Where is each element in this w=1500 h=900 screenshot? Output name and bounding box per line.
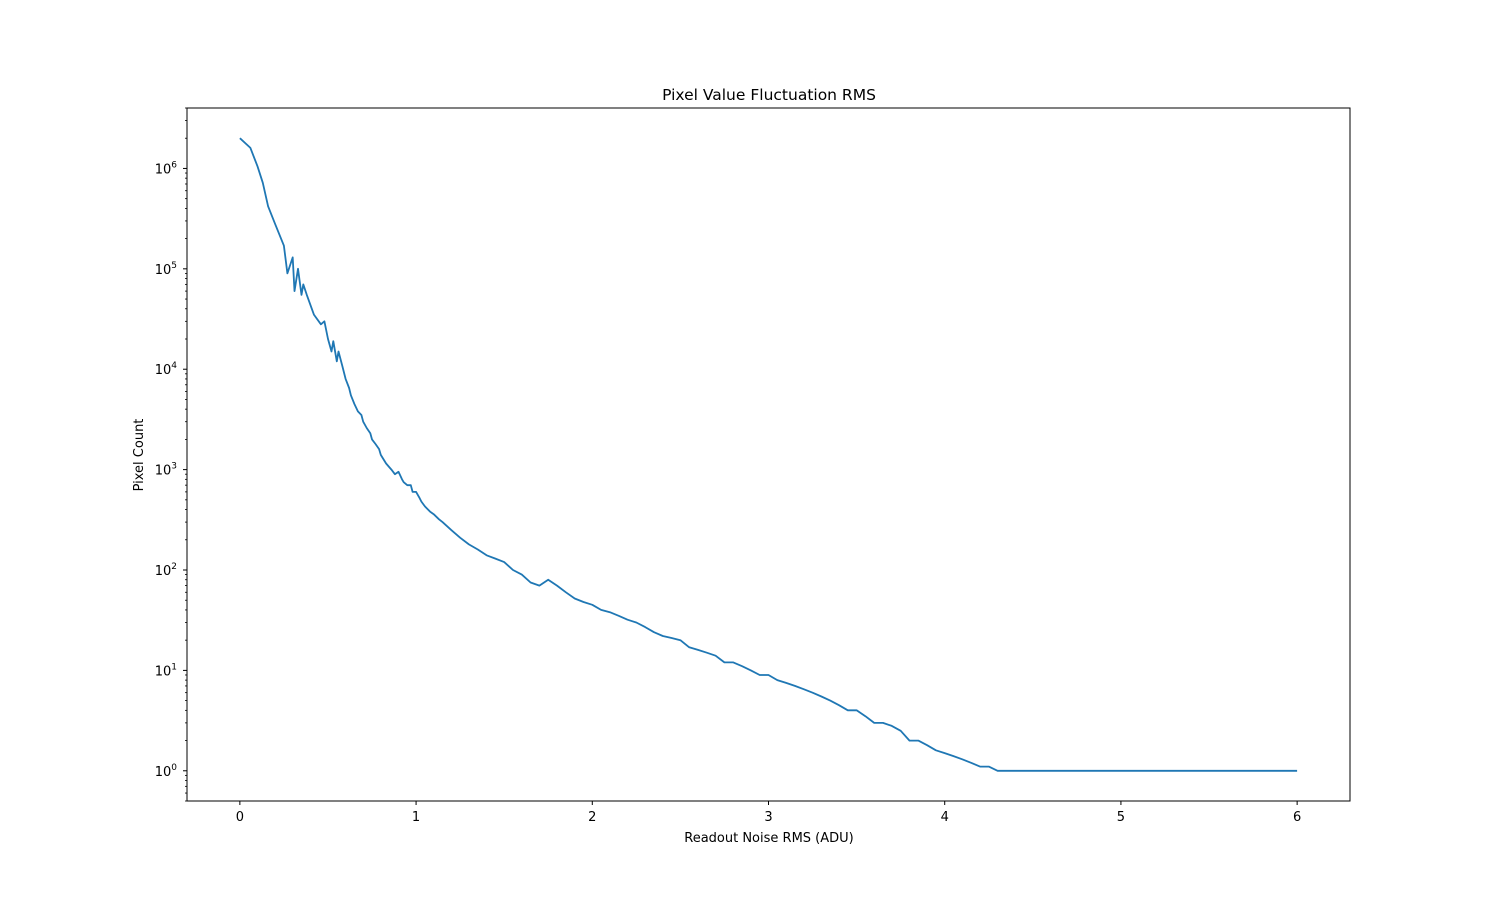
chart-title: Pixel Value Fluctuation RMS <box>662 86 876 104</box>
y-tick-label: 104 <box>155 361 178 378</box>
y-tick-label: 102 <box>155 562 177 579</box>
x-tick-label: 2 <box>588 810 596 825</box>
x-axis: 0 1 2 3 4 5 6 <box>236 801 1301 825</box>
x-tick-label: 0 <box>236 810 244 825</box>
x-axis-label: Readout Noise RMS (ADU) <box>684 831 853 846</box>
y-tick-label: 106 <box>155 160 178 177</box>
series-line-0 <box>239 137 1298 772</box>
series-line-group <box>239 137 1298 772</box>
x-tick-label: 5 <box>1117 810 1125 825</box>
y-tick-label: 100 <box>155 763 178 780</box>
x-tick-label: 4 <box>941 810 949 825</box>
plot-frame <box>186 107 1351 802</box>
y-tick-label: 105 <box>155 261 177 278</box>
x-tick-label: 6 <box>1293 810 1301 825</box>
x-tick-label: 3 <box>764 810 772 825</box>
y-tick-label: 101 <box>155 662 177 679</box>
y-axis-label: Pixel Count <box>132 419 147 492</box>
x-tick-label: 1 <box>412 810 420 825</box>
y-axis: 100 101 102 103 104 105 106 <box>155 107 187 802</box>
y-tick-label: 103 <box>155 462 177 479</box>
